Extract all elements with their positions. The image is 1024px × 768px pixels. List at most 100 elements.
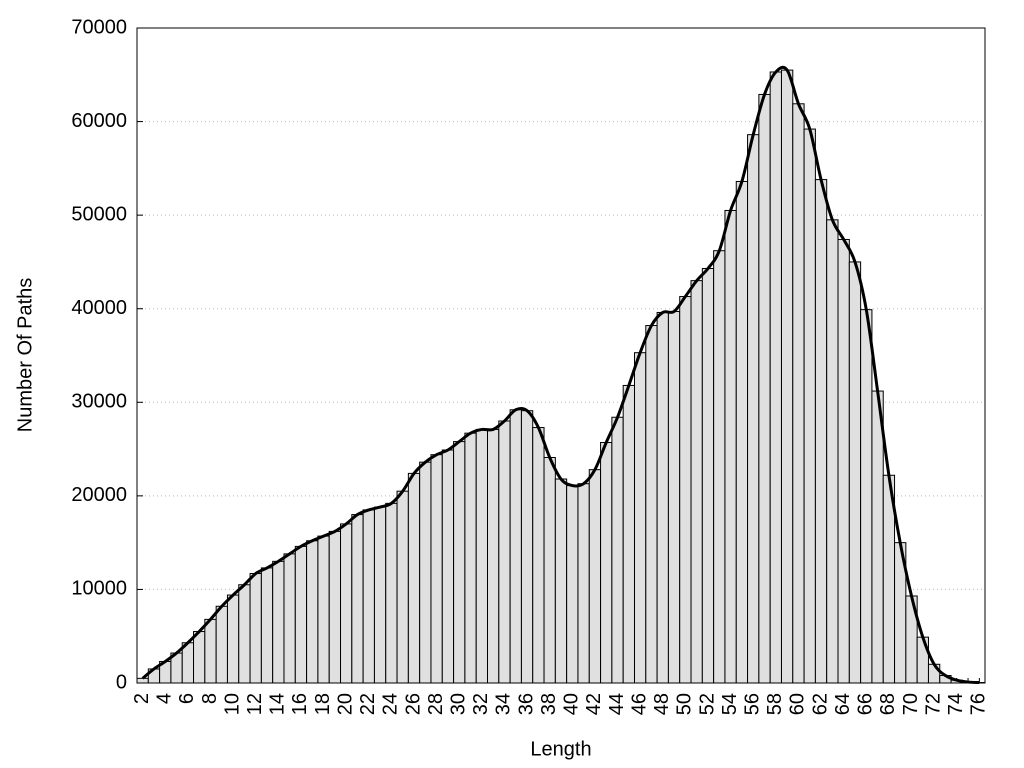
- bar: [430, 454, 443, 684]
- x-tick-label: 4: [154, 693, 176, 704]
- bar: [306, 540, 319, 684]
- x-tick-label: 6: [176, 693, 198, 704]
- smooth-line: [141, 65, 980, 685]
- x-tick-label: 68: [877, 693, 899, 715]
- x-tick-label: 70: [900, 693, 922, 715]
- bar: [667, 311, 681, 684]
- bar: [181, 642, 195, 684]
- bar: [215, 605, 228, 684]
- x-tick-label: 30: [448, 693, 470, 715]
- bar: [871, 390, 884, 684]
- x-tick-label: 38: [538, 693, 560, 715]
- x-tick-label: 50: [674, 693, 696, 715]
- x-tick-label: 76: [968, 693, 990, 715]
- x-tick-label: 28: [425, 693, 447, 715]
- x-tick-label: 18: [312, 693, 334, 715]
- bar: [226, 594, 240, 684]
- x-tick-label: 42: [583, 693, 605, 715]
- x-tick-label: 36: [515, 693, 537, 715]
- x-tick-label: 72: [922, 693, 944, 715]
- x-tick-label: 32: [470, 693, 492, 715]
- x-tick-label: 2: [131, 693, 153, 704]
- x-tick-label: 34: [493, 693, 515, 715]
- bar: [600, 442, 613, 684]
- bar: [498, 420, 511, 684]
- x-tick-label: 52: [696, 693, 718, 715]
- bar: [373, 506, 387, 684]
- bar: [622, 384, 635, 684]
- bar: [758, 93, 771, 684]
- x-tick-label: 74: [945, 693, 967, 715]
- bar: [283, 553, 296, 684]
- x-tick-label: 56: [741, 693, 763, 715]
- x-tick-label: 40: [561, 693, 583, 715]
- bar: [294, 545, 308, 684]
- y-tick-label: 10000: [71, 578, 127, 600]
- bar: [735, 180, 749, 684]
- bar: [419, 461, 432, 684]
- x-tick-label: 46: [628, 693, 650, 715]
- bar: [611, 416, 624, 684]
- plot-frame: [136, 27, 986, 684]
- bar: [566, 485, 579, 684]
- y-tick-label: 50000: [71, 203, 127, 225]
- x-tick-label: 20: [334, 693, 356, 715]
- bar: [690, 280, 703, 684]
- bar: [769, 71, 782, 684]
- bar: [826, 219, 839, 684]
- x-tick-label: 44: [606, 693, 628, 715]
- bar: [136, 677, 149, 684]
- bar: [554, 478, 568, 684]
- x-tick-label: 48: [651, 693, 673, 715]
- bar: [588, 469, 602, 684]
- bar: [509, 409, 522, 684]
- bar: [396, 490, 409, 684]
- bar: [204, 618, 217, 684]
- bar: [679, 296, 692, 684]
- bar: [792, 103, 805, 684]
- bar: [351, 514, 364, 684]
- bar: [487, 428, 500, 684]
- bar: [543, 456, 556, 684]
- bar: [814, 179, 828, 684]
- y-tick-label: 0: [116, 671, 127, 693]
- bar: [633, 352, 647, 684]
- bar: [860, 309, 873, 684]
- bar: [747, 134, 760, 684]
- x-tick-label: 58: [764, 693, 786, 715]
- bar: [193, 631, 206, 684]
- bar: [464, 432, 477, 684]
- bar: [317, 535, 330, 684]
- bar: [656, 311, 669, 684]
- bar: [837, 238, 850, 684]
- y-tick-label: 60000: [71, 110, 127, 132]
- x-tick-label: 64: [832, 693, 854, 715]
- x-tick-label: 24: [380, 693, 402, 715]
- bar: [249, 573, 262, 684]
- x-axis-label: Length: [530, 738, 591, 760]
- bar: [780, 69, 794, 684]
- bar: [407, 472, 421, 684]
- x-tick-label: 8: [199, 693, 221, 704]
- bar: [328, 530, 342, 684]
- bar: [701, 267, 715, 684]
- y-tick-label: 20000: [71, 484, 127, 506]
- x-tick-label: 10: [221, 693, 243, 715]
- bar: [340, 523, 353, 684]
- bar: [441, 449, 455, 684]
- bar: [532, 427, 545, 684]
- bar: [520, 410, 534, 684]
- bar: [577, 483, 590, 684]
- bar: [848, 261, 862, 684]
- x-tick-label: 66: [855, 693, 877, 715]
- x-tick-label: 14: [267, 693, 289, 715]
- x-tick-label: 60: [787, 693, 809, 715]
- bar: [803, 128, 816, 684]
- bar: [362, 509, 375, 684]
- x-tick-label: 26: [402, 693, 424, 715]
- y-tick-label: 30000: [71, 391, 127, 413]
- x-tick-label: 12: [244, 693, 266, 715]
- x-tick-label: 16: [289, 693, 311, 715]
